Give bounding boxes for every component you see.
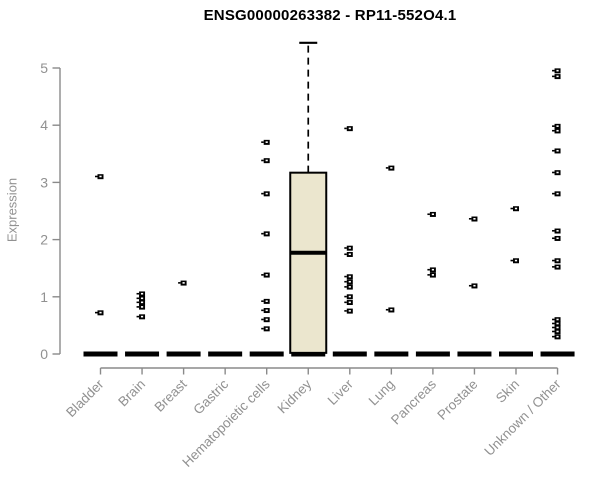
data-point-marker — [552, 317, 561, 323]
x-category-label: Skin — [493, 377, 522, 406]
data-point-marker — [510, 258, 519, 264]
data-point-marker — [552, 128, 561, 134]
data-point-marker — [468, 216, 478, 222]
data-point-marker — [136, 314, 146, 320]
zero-bar — [499, 351, 533, 357]
x-category-label: Liver — [325, 376, 357, 408]
zero-bar — [125, 351, 160, 357]
data-point-marker — [552, 68, 561, 74]
x-category-label: Kidney — [275, 376, 315, 416]
zero-bar — [166, 351, 201, 357]
zero-bar — [249, 351, 284, 357]
data-point-marker — [344, 284, 353, 290]
data-point-marker — [261, 317, 270, 323]
data-point-marker — [552, 228, 561, 234]
data-point-marker — [552, 74, 561, 80]
data-point-marker — [95, 310, 104, 316]
data-point-marker — [261, 272, 270, 278]
data-point-marker — [552, 334, 561, 340]
data-point-marker — [261, 308, 270, 314]
data-point-marker — [261, 191, 270, 197]
data-point-marker — [552, 325, 561, 331]
y-tick-label: 5 — [40, 60, 48, 76]
data-point-marker — [385, 307, 395, 313]
data-point-marker — [344, 274, 353, 280]
data-point-marker — [552, 329, 561, 335]
data-point-marker — [136, 291, 146, 297]
data-point-marker — [552, 321, 561, 327]
data-point-marker — [552, 170, 561, 176]
data-point-marker — [552, 235, 561, 241]
zero-bar — [415, 351, 450, 357]
box-body — [289, 171, 328, 354]
x-category-label: Bladder — [63, 376, 107, 420]
zero-bar — [457, 351, 492, 357]
chart-title: ENSG00000263382 - RP11-552O4.1 — [203, 7, 457, 24]
data-point-marker — [136, 304, 146, 310]
data-point-marker — [552, 123, 561, 129]
y-tick-label: 1 — [40, 289, 48, 305]
x-category-label: Brain — [115, 377, 148, 410]
data-point-marker — [344, 279, 353, 285]
y-tick-label: 3 — [40, 174, 48, 190]
data-point-marker — [178, 280, 187, 286]
data-point-marker — [427, 211, 436, 217]
data-point-marker — [552, 264, 561, 270]
x-category-label: Unknown / Other — [481, 376, 564, 459]
data-point-marker — [261, 326, 270, 332]
zero-bar — [208, 351, 243, 357]
data-point-marker — [552, 258, 561, 264]
data-point-marker — [261, 298, 270, 304]
data-point-marker — [261, 158, 270, 164]
zero-bar — [374, 351, 409, 357]
data-point-marker — [344, 300, 353, 306]
data-point-marker — [344, 126, 353, 132]
data-point-marker — [136, 300, 146, 306]
data-point-marker — [136, 296, 146, 302]
y-tick-label: 4 — [40, 117, 48, 133]
data-point-marker — [344, 245, 353, 251]
data-point-marker — [552, 148, 561, 154]
x-category-label: Prostate — [434, 377, 480, 423]
data-point-marker — [510, 206, 519, 212]
data-point-marker — [344, 308, 353, 314]
x-category-label: Breast — [152, 376, 190, 414]
data-point-marker — [95, 174, 104, 180]
data-point-marker — [261, 139, 270, 145]
data-point-marker — [552, 191, 561, 197]
zero-bar — [332, 351, 367, 357]
zero-bar — [291, 351, 326, 357]
data-point-marker — [427, 267, 436, 273]
data-point-marker — [385, 165, 395, 171]
x-category-label: Gastric — [190, 376, 231, 417]
data-point-marker — [344, 251, 353, 257]
y-tick-label: 2 — [40, 232, 48, 248]
y-tick-label: 0 — [40, 346, 48, 362]
x-category-label: Pancreas — [388, 376, 439, 427]
data-point-marker — [468, 283, 478, 289]
data-point-marker — [427, 272, 436, 278]
data-point-marker — [344, 294, 353, 300]
x-category-label: Lung — [366, 377, 398, 409]
zero-bar — [83, 351, 118, 357]
zero-bar — [540, 351, 575, 357]
data-point-marker — [261, 231, 270, 237]
